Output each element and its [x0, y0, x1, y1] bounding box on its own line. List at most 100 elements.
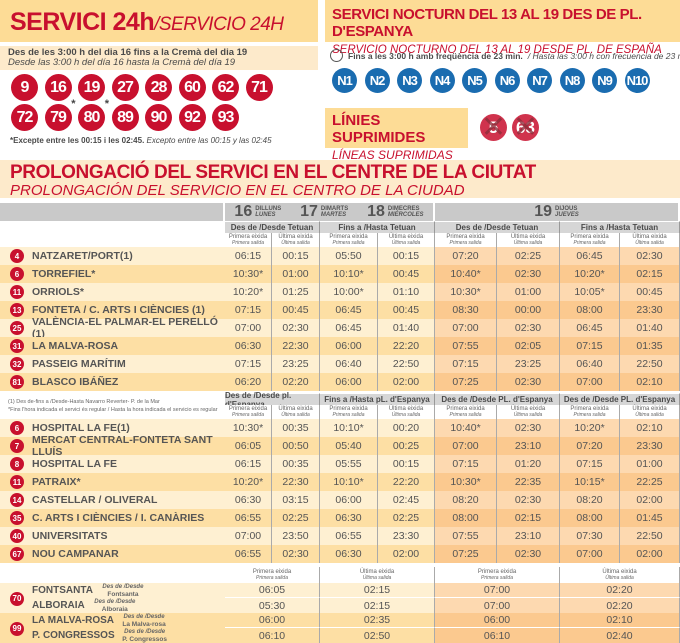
night-line-badge: N7	[527, 68, 552, 93]
day-name-ca: DIMARTS	[320, 206, 349, 212]
direction-header: Des de /Desde pl. d'Espanya	[225, 391, 320, 409]
direction-label: Des de /Desde La Malva-rosa	[114, 614, 174, 628]
time-cell: 01:00	[272, 265, 320, 283]
time-cell: 01:00	[620, 455, 680, 473]
column-header-first: Primera eixida Primera salida	[435, 233, 497, 247]
column-label: Última eixida	[388, 406, 424, 412]
column-label: Última eixida	[278, 406, 313, 412]
time-cell: 10:40*	[435, 419, 497, 437]
time-cell: 07:00	[435, 319, 497, 337]
night-line-badges: N1 N2 N3 N4 N5 N6 N7 N8 N9 N10	[325, 62, 680, 93]
column-label: Última eixida	[632, 234, 667, 240]
day-name-ca: DIJOUS	[555, 206, 578, 212]
day-name-es: MIÉRCOLES	[387, 212, 424, 218]
column-header: Última eixida Última salida	[320, 567, 435, 583]
column-label: Primera eixida	[570, 406, 609, 412]
route-name: 32 PASSEIG MARÍTIM	[0, 355, 225, 373]
route-label: HOSPITAL LA FE	[32, 458, 117, 470]
time-cell: 00:00	[497, 301, 560, 319]
suppressed-line-badge: 63	[512, 110, 539, 145]
time-cell: 06:45	[320, 319, 378, 337]
column-header: Última eixida Última salida	[560, 567, 680, 583]
time-cell: 22:30	[272, 473, 320, 491]
line-number-badge: 11	[10, 285, 24, 299]
time-cell: 22:30	[272, 337, 320, 355]
route-name: 4 NATZARET/PORT(1)	[0, 247, 225, 265]
time-cell: 10:30*	[435, 283, 497, 301]
day-label: 19 DIJOUS JUEVES	[534, 203, 578, 221]
line-badge: 71	[245, 74, 273, 101]
time-cell: 07:00	[435, 437, 497, 455]
column-label-es: Primera salida	[449, 412, 482, 418]
column-label-es: Última salida	[513, 240, 543, 246]
night-line-badge: N10	[624, 68, 650, 93]
time-cell: 02:10	[620, 373, 680, 391]
time-cell: 06:30	[225, 491, 272, 509]
time-cell: 02:10	[620, 419, 680, 437]
line-number-badge: 40	[10, 529, 24, 543]
time-cell: 07:30	[560, 527, 620, 545]
day-number: 16	[234, 203, 253, 220]
time-cell: 02:30	[497, 545, 560, 563]
time-cell: 02:30	[272, 319, 320, 337]
header-blank	[0, 221, 225, 247]
time-cell: 08:00	[560, 301, 620, 319]
time-cell: 07:00	[435, 583, 560, 598]
time-cell: 07:15	[560, 455, 620, 473]
time-cell: 08:00	[560, 509, 620, 527]
day-name: DILLUNS LUNES	[255, 206, 281, 218]
line-badge-number: 19	[83, 78, 101, 96]
time-cell: 22:50	[620, 355, 680, 373]
route-name: 11 PATRAIX*	[0, 473, 225, 491]
time-cell: 02:25	[272, 509, 320, 527]
time-cell: 23:30	[378, 527, 435, 545]
time-cell: 06:00	[320, 373, 378, 391]
asterisk-mark: *	[71, 98, 75, 110]
route-name: 25 VALÈNCIA-EL PALMAR-EL PERELLÓ (1)	[0, 316, 225, 340]
route-name: 7 MERCAT CENTRAL-FONTETA SANT LLUÍS	[0, 434, 225, 458]
time-cell: 10:20*	[225, 473, 272, 491]
route-label: LA MALVA-ROSA	[32, 340, 119, 352]
time-cell: 00:45	[620, 283, 680, 301]
night-line-badge: N2	[364, 68, 390, 93]
column-header-last: Última eixida Última salida	[378, 233, 435, 247]
service-24h-note: *Excepte entre les 00:15 i les 02:45. Ex…	[10, 136, 272, 145]
column-label: Primera eixida	[329, 234, 368, 240]
line-badge-number: 16	[50, 78, 67, 96]
column-label: Última eixida	[510, 406, 546, 412]
service-24h-title: SERVICI 24h/SERVICIO 24H	[0, 0, 318, 42]
line-number-badge: 70	[10, 591, 24, 606]
line-badge-number: 62	[217, 78, 235, 96]
column-header-last: Última eixida Última salida	[272, 233, 320, 247]
time-cell: 06:40	[320, 355, 378, 373]
column-header-last: Última eixida Última salida	[620, 405, 680, 419]
time-cell: 06:15	[225, 455, 272, 473]
line-badges-24h: 9 16 19 27 28 60 62 71 72 79 * 80 * 89 90 92 93	[0, 70, 318, 134]
direction-prefix: Des de /Desde	[124, 628, 166, 635]
line-badge-number: 27	[117, 78, 134, 96]
route-label: UNIVERSITATS	[32, 530, 108, 542]
night-line-badge: N9	[592, 68, 617, 93]
time-cell: 07:15	[225, 355, 272, 373]
direction-prefix: Des de /Desde	[123, 613, 165, 620]
route-label: CASTELLAR / OLIVERAL	[32, 494, 158, 506]
time-cell: 08:30	[435, 301, 497, 319]
direction-header: Des de /Desde PL. d'Espanya	[560, 393, 680, 405]
line-number-badge: 35	[10, 511, 24, 525]
column-label-es: Primera salida	[232, 240, 264, 246]
line-number-badge: 81	[10, 375, 24, 389]
time-cell: 02:15	[320, 598, 435, 613]
time-cell: 02:00	[378, 545, 435, 563]
column-header-last: Última eixida Última salida	[497, 405, 560, 419]
time-cell: 07:20	[435, 247, 497, 265]
time-cell: 08:20	[435, 491, 497, 509]
time-cell: 01:25	[272, 283, 320, 301]
time-cell: 00:35	[272, 455, 320, 473]
route-name: 6 HOSPITAL LA FE(1)	[0, 419, 225, 437]
time-cell: 06:30	[320, 545, 378, 563]
time-cell: 05:40	[320, 437, 378, 455]
route-name: 99 LA MALVA-ROSA Des de /Desde La Malva-ros…	[0, 613, 225, 636]
time-cell: 07:15	[560, 337, 620, 355]
route-label: PASSEIG MARÍTIM	[32, 358, 126, 370]
column-label-es: Última salida	[635, 240, 664, 246]
